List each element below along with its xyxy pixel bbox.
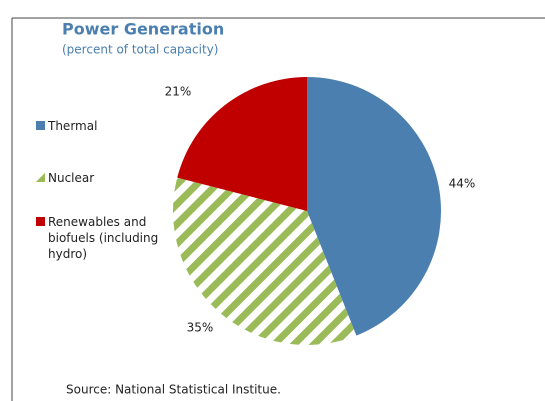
legend-swatch (36, 121, 45, 130)
pie-slice (172, 177, 357, 345)
legend-label: Nuclear (48, 171, 95, 185)
data-label: 21% (165, 85, 192, 99)
legend-label: Thermal (48, 119, 98, 133)
source: Source: National Statistical Institue. (66, 383, 281, 397)
pie-slice (177, 77, 307, 211)
chart-subtitle: (percent of total capacity) (62, 43, 218, 57)
pie-slice (307, 77, 441, 336)
data-label: 35% (187, 321, 214, 335)
legend-label: Renewables and biofuels (including hydro… (48, 215, 159, 261)
chart-title: Power Generation (62, 20, 224, 39)
data-label: 44% (449, 177, 476, 191)
legend-swatch (36, 173, 45, 182)
legend-swatch (36, 217, 45, 226)
